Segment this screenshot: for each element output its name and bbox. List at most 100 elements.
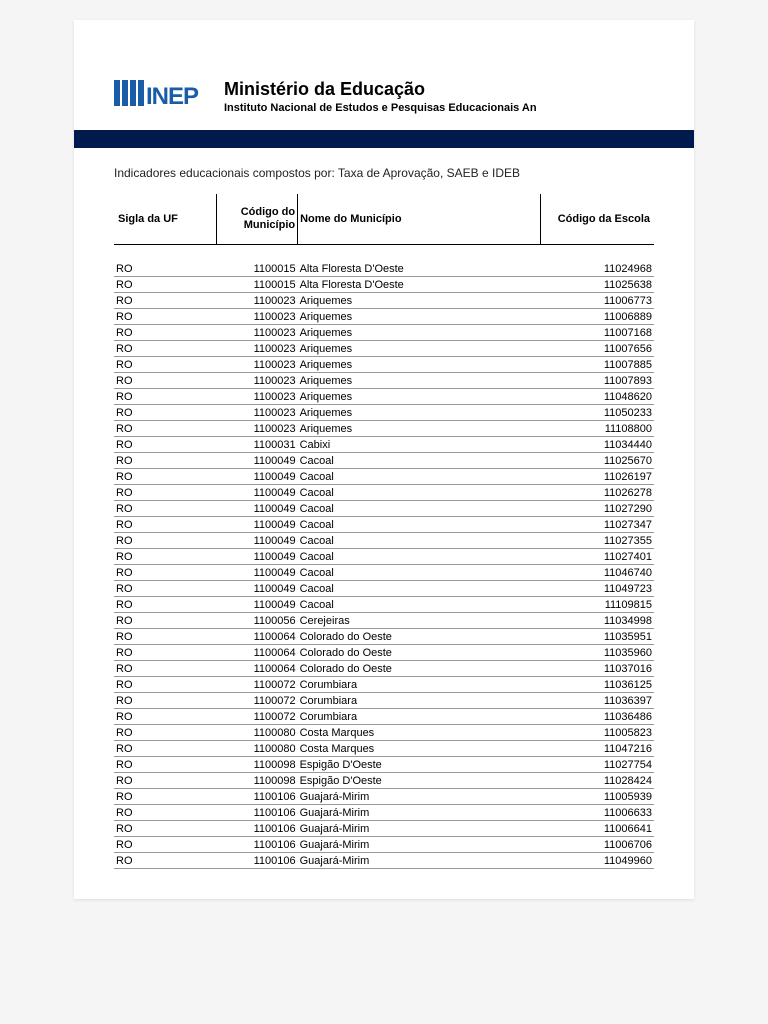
cell-codigo-escola: 11108800 [541, 421, 654, 437]
cell-codigo-escola: 11027355 [541, 533, 654, 549]
cell-uf: RO [114, 453, 217, 469]
document-page: INEP Ministério da Educação Instituto Na… [74, 20, 694, 899]
cell-nome-municipio: Guajará-Mirim [298, 821, 541, 837]
cell-nome-municipio: Alta Floresta D'Oeste [298, 277, 541, 293]
cell-uf: RO [114, 677, 217, 693]
cell-codigo-municipio: 1100106 [217, 853, 298, 869]
cell-nome-municipio: Alta Floresta D'Oeste [298, 261, 541, 277]
cell-codigo-escola: 11035951 [541, 629, 654, 645]
cell-nome-municipio: Cacoal [298, 453, 541, 469]
table-row: RO1100049Cacoal11109815 [114, 597, 654, 613]
table-row: RO1100049Cacoal11049723 [114, 581, 654, 597]
cell-codigo-escola: 11007893 [541, 373, 654, 389]
table-row: RO1100023Ariquemes11007893 [114, 373, 654, 389]
cell-codigo-municipio: 1100049 [217, 485, 298, 501]
cell-nome-municipio: Cacoal [298, 549, 541, 565]
cell-nome-municipio: Espigão D'Oeste [298, 773, 541, 789]
cell-uf: RO [114, 821, 217, 837]
table-row: RO1100072Corumbiara11036486 [114, 709, 654, 725]
cell-codigo-municipio: 1100106 [217, 805, 298, 821]
header: INEP Ministério da Educação Instituto Na… [114, 80, 654, 116]
cell-nome-municipio: Ariquemes [298, 405, 541, 421]
cell-nome-municipio: Ariquemes [298, 325, 541, 341]
table-row: RO1100049Cacoal11027290 [114, 501, 654, 517]
cell-codigo-municipio: 1100015 [217, 261, 298, 277]
header-text: Ministério da Educação Instituto Naciona… [224, 80, 537, 115]
cell-uf: RO [114, 597, 217, 613]
cell-codigo-escola: 11034440 [541, 437, 654, 453]
table-row: RO1100023Ariquemes11048620 [114, 389, 654, 405]
cell-codigo-escola: 11006706 [541, 837, 654, 853]
col-header-nome-municipio: Nome do Município [298, 194, 541, 245]
cell-uf: RO [114, 693, 217, 709]
cell-codigo-escola: 11050233 [541, 405, 654, 421]
cell-uf: RO [114, 325, 217, 341]
cell-codigo-municipio: 1100023 [217, 357, 298, 373]
cell-uf: RO [114, 389, 217, 405]
cell-codigo-escola: 11007656 [541, 341, 654, 357]
table-row: RO1100023Ariquemes11006773 [114, 293, 654, 309]
cell-codigo-municipio: 1100098 [217, 757, 298, 773]
cell-codigo-escola: 11025638 [541, 277, 654, 293]
table-row: RO1100106Guajará-Mirim11006641 [114, 821, 654, 837]
cell-nome-municipio: Colorado do Oeste [298, 661, 541, 677]
cell-codigo-municipio: 1100049 [217, 533, 298, 549]
cell-codigo-municipio: 1100072 [217, 677, 298, 693]
cell-codigo-escola: 11046740 [541, 565, 654, 581]
cell-codigo-municipio: 1100064 [217, 645, 298, 661]
cell-codigo-escola: 11035960 [541, 645, 654, 661]
cell-codigo-municipio: 1100049 [217, 517, 298, 533]
cell-uf: RO [114, 645, 217, 661]
cell-codigo-municipio: 1100031 [217, 437, 298, 453]
cell-uf: RO [114, 341, 217, 357]
cell-nome-municipio: Guajará-Mirim [298, 789, 541, 805]
table-row: RO1100056Cerejeiras11034998 [114, 613, 654, 629]
cell-nome-municipio: Ariquemes [298, 421, 541, 437]
cell-nome-municipio: Cacoal [298, 597, 541, 613]
cell-uf: RO [114, 757, 217, 773]
cell-nome-municipio: Corumbiara [298, 709, 541, 725]
cell-nome-municipio: Cacoal [298, 469, 541, 485]
cell-codigo-escola: 11006773 [541, 293, 654, 309]
cell-uf: RO [114, 741, 217, 757]
cell-codigo-escola: 11047216 [541, 741, 654, 757]
table-row: RO1100072Corumbiara11036397 [114, 693, 654, 709]
cell-nome-municipio: Corumbiara [298, 677, 541, 693]
cell-uf: RO [114, 421, 217, 437]
cell-nome-municipio: Guajará-Mirim [298, 805, 541, 821]
cell-codigo-municipio: 1100023 [217, 325, 298, 341]
cell-uf: RO [114, 501, 217, 517]
cell-nome-municipio: Costa Marques [298, 741, 541, 757]
cell-codigo-municipio: 1100023 [217, 309, 298, 325]
table-row: RO1100049Cacoal11025670 [114, 453, 654, 469]
cell-codigo-municipio: 1100049 [217, 565, 298, 581]
cell-codigo-escola: 11005939 [541, 789, 654, 805]
col-header-codigo-escola: Código da Escola [541, 194, 654, 245]
table-row: RO1100049Cacoal11027355 [114, 533, 654, 549]
cell-uf: RO [114, 853, 217, 869]
table-row: RO1100049Cacoal11026197 [114, 469, 654, 485]
cell-codigo-municipio: 1100023 [217, 341, 298, 357]
cell-nome-municipio: Ariquemes [298, 373, 541, 389]
cell-uf: RO [114, 277, 217, 293]
table-row: RO1100064Colorado do Oeste11035960 [114, 645, 654, 661]
cell-codigo-escola: 11027347 [541, 517, 654, 533]
page-title: Ministério da Educação [224, 80, 537, 100]
description: Indicadores educacionais compostos por: … [114, 166, 654, 180]
table-row: RO1100049Cacoal11027401 [114, 549, 654, 565]
cell-nome-municipio: Cacoal [298, 485, 541, 501]
table-row: RO1100106Guajará-Mirim11049960 [114, 853, 654, 869]
cell-uf: RO [114, 661, 217, 677]
cell-codigo-municipio: 1100049 [217, 501, 298, 517]
table-row: RO1100023Ariquemes11108800 [114, 421, 654, 437]
cell-codigo-municipio: 1100049 [217, 453, 298, 469]
cell-codigo-escola: 11049723 [541, 581, 654, 597]
table-row: RO1100023Ariquemes11007656 [114, 341, 654, 357]
cell-uf: RO [114, 293, 217, 309]
cell-codigo-escola: 11036397 [541, 693, 654, 709]
page-subtitle: Instituto Nacional de Estudos e Pesquisa… [224, 102, 537, 115]
cell-codigo-escola: 11034998 [541, 613, 654, 629]
cell-codigo-municipio: 1100049 [217, 597, 298, 613]
table-row: RO1100106Guajará-Mirim11006633 [114, 805, 654, 821]
cell-nome-municipio: Costa Marques [298, 725, 541, 741]
